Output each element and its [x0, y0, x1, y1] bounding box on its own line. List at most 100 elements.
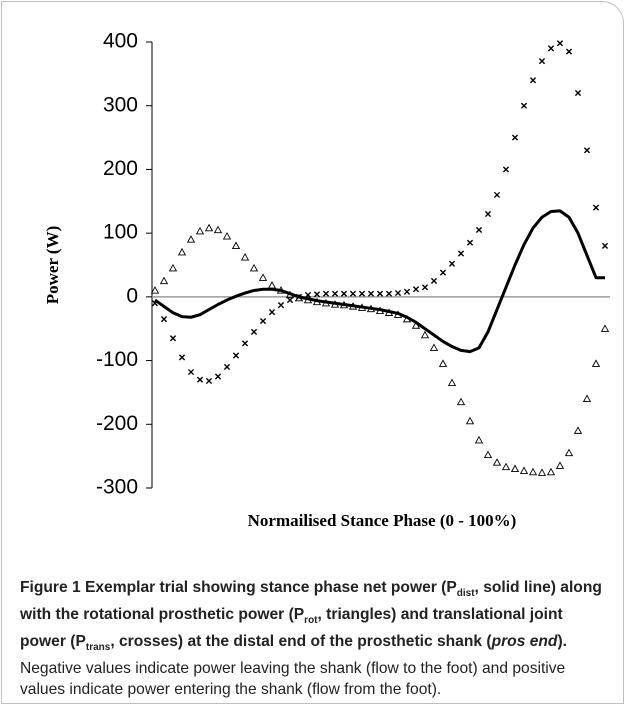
- cross-marker: [565, 48, 573, 55]
- triangle-marker: [555, 461, 565, 469]
- caption-subscript: rot: [304, 615, 318, 627]
- cross-marker: [475, 226, 483, 234]
- triangle-marker: [402, 314, 412, 323]
- caption-emphasis: pros end: [491, 633, 558, 651]
- cross-marker: [520, 102, 528, 109]
- caption-subscript: dist: [456, 588, 475, 600]
- triangle-marker: [393, 310, 403, 318]
- cross-marker: [358, 290, 366, 297]
- cross-marker: [412, 286, 420, 293]
- triangle-marker: [528, 467, 538, 476]
- triangle-marker: [492, 458, 502, 466]
- triangle-marker: [384, 308, 394, 316]
- triangle-marker: [447, 378, 457, 387]
- triangle-marker: [519, 466, 529, 474]
- cross-marker: [160, 316, 168, 323]
- caption-label: Figure 1: [20, 579, 81, 596]
- cross-marker: [178, 354, 186, 361]
- triangle-marker: [159, 276, 169, 285]
- triangle-marker: [429, 343, 439, 351]
- triangle-marker: [357, 303, 367, 311]
- cross-marker: [457, 250, 465, 257]
- cross-marker: [232, 352, 240, 359]
- triangle-marker: [537, 468, 547, 476]
- cross-marker: [511, 134, 519, 141]
- triangle-marker: [456, 397, 466, 406]
- figure-caption: Figure 1 Exemplar trial showing stance p…: [20, 577, 610, 700]
- cross-marker: [556, 40, 564, 47]
- triangle-marker: [465, 416, 475, 425]
- triangle-marker: [546, 467, 556, 476]
- cross-marker: [340, 290, 348, 297]
- triangle-marker: [420, 330, 430, 339]
- triangle-marker: [600, 324, 610, 332]
- caption-text: , solid line) along with the rotational …: [20, 579, 602, 624]
- cross-marker: [592, 204, 600, 211]
- series-line: [154, 209, 605, 354]
- triangle-marker: [474, 435, 484, 444]
- triangle-marker: [582, 394, 592, 402]
- cross-marker: [187, 368, 195, 376]
- triangle-marker: [366, 304, 376, 313]
- triangle-marker: [339, 300, 349, 309]
- cross-marker: [241, 340, 249, 347]
- triangle-marker: [510, 464, 520, 473]
- cross-marker: [448, 260, 456, 267]
- triangle-marker: [258, 273, 268, 281]
- triangle-marker: [267, 281, 277, 289]
- y-tick-label: -200: [96, 412, 138, 435]
- triangle-marker: [285, 290, 295, 299]
- cross-marker: [169, 335, 177, 342]
- cross-marker: [493, 191, 501, 199]
- triangle-marker: [186, 235, 196, 243]
- cross-marker: [547, 45, 555, 52]
- cross-marker: [214, 373, 222, 380]
- cross-marker: [331, 290, 339, 297]
- triangle-marker: [411, 321, 421, 329]
- cross-marker: [286, 296, 294, 304]
- cross-marker: [268, 309, 276, 316]
- cross-marker: [259, 317, 267, 325]
- triangle-marker: [222, 232, 232, 240]
- triangle-marker: [240, 253, 250, 261]
- cross-marker: [421, 284, 429, 291]
- cross-marker: [601, 242, 609, 249]
- triangle-marker: [321, 298, 331, 307]
- cross-marker: [322, 290, 330, 297]
- y-tick-label: 200: [103, 157, 138, 180]
- chart: Power (W) Normailised Stance Phase (0 - …: [43, 30, 610, 530]
- y-tick-label: -300: [96, 476, 138, 499]
- triangle-marker: [276, 286, 286, 294]
- y-tick-label: 400: [103, 30, 138, 53]
- triangle-marker: [195, 226, 205, 235]
- cross-marker: [439, 269, 447, 276]
- cross-marker: [223, 363, 231, 371]
- y-tick-label: 300: [103, 93, 138, 116]
- x-axis-label: Normailised Stance Phase (0 - 100%): [248, 511, 517, 530]
- cross-marker: [151, 300, 159, 307]
- triangle-marker: [564, 448, 574, 457]
- triangle-marker: [501, 462, 511, 471]
- triangle-marker: [312, 297, 322, 306]
- cross-marker: [583, 147, 591, 154]
- triangle-marker: [348, 302, 358, 310]
- cross-marker: [484, 210, 492, 218]
- triangle-marker: [438, 359, 448, 367]
- cross-marker: [385, 290, 393, 297]
- caption-subscript: trans: [85, 642, 111, 654]
- cross-marker: [394, 289, 402, 297]
- cross-marker: [349, 290, 357, 297]
- triangle-marker: [249, 263, 259, 272]
- triangle-marker: [213, 225, 223, 234]
- cross-marker: [529, 77, 537, 84]
- cross-marker: [295, 293, 303, 300]
- cross-marker: [430, 277, 438, 285]
- caption-text: ).: [557, 633, 567, 651]
- triangle-marker: [177, 247, 187, 256]
- cross-marker: [574, 89, 582, 97]
- triangle-marker: [168, 263, 178, 272]
- cross-marker: [277, 302, 285, 309]
- caption-text: Exemplar trial showing stance phase net …: [80, 579, 457, 596]
- cross-marker: [313, 291, 321, 298]
- caption-text: Negative values indicate power leaving t…: [20, 660, 566, 699]
